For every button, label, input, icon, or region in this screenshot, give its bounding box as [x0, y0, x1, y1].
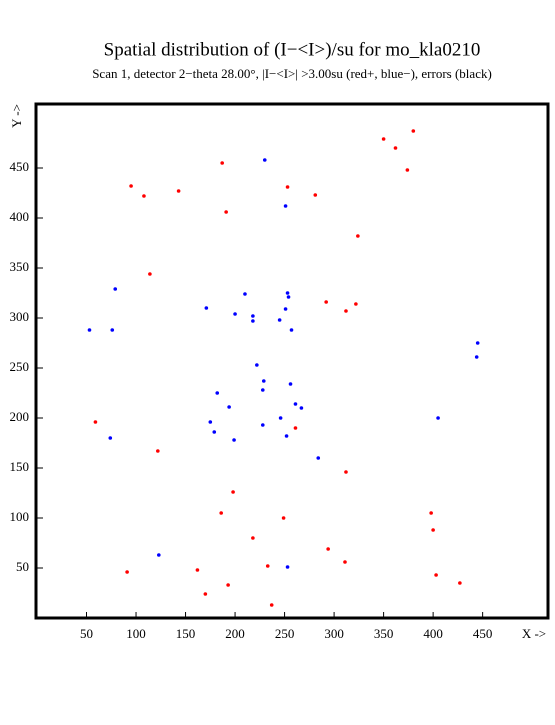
point: [204, 306, 209, 310]
x-tick-label: 400: [423, 626, 443, 641]
point: [208, 420, 213, 424]
point: [434, 573, 438, 577]
y-tick-label: 50: [16, 559, 29, 574]
point: [255, 363, 259, 367]
y-axis-label: Y ->: [9, 104, 24, 128]
x-tick-label: 50: [80, 626, 93, 641]
point: [475, 341, 480, 345]
point: [231, 490, 235, 494]
point: [125, 570, 129, 574]
chart-title: Spatial distribution of (I−<I>)/su for m…: [104, 39, 481, 60]
x-axis-label: X ->: [522, 626, 546, 641]
x-tick-label: 300: [324, 626, 344, 641]
point: [458, 581, 462, 585]
point: [326, 547, 330, 551]
y-tick-label: 200: [10, 409, 30, 424]
point: [212, 430, 217, 434]
point: [215, 391, 220, 395]
x-tick-label: 150: [176, 626, 196, 641]
x-tick-label: 350: [374, 626, 394, 641]
point: [293, 426, 298, 430]
point: [251, 319, 255, 323]
point: [260, 423, 265, 427]
point: [219, 511, 223, 515]
point: [176, 189, 181, 193]
point: [224, 210, 228, 214]
point: [226, 583, 230, 587]
point: [220, 161, 224, 165]
point: [436, 416, 440, 420]
point: [343, 560, 347, 564]
point: [265, 564, 270, 568]
point: [87, 328, 92, 332]
point: [429, 511, 433, 515]
point: [156, 449, 160, 453]
x-tick-label: 100: [126, 626, 146, 641]
y-tick-label: 350: [10, 259, 30, 274]
y-tick-label: 400: [10, 209, 30, 224]
point: [283, 204, 288, 208]
point: [93, 420, 98, 424]
x-tick-label: 200: [225, 626, 245, 641]
point: [148, 272, 152, 276]
point: [278, 416, 283, 420]
point: [113, 287, 118, 291]
point: [283, 307, 288, 311]
point: [285, 565, 290, 569]
point: [344, 309, 348, 313]
y-tick-label: 450: [10, 159, 30, 174]
point: [289, 328, 294, 332]
point: [324, 300, 328, 304]
point: [251, 536, 255, 540]
y-tick-label: 100: [10, 509, 30, 524]
chart-subtitle: Scan 1, detector 2−theta 28.00°, |I−<I>|…: [92, 66, 492, 81]
point: [316, 456, 321, 460]
point: [277, 318, 282, 322]
point: [243, 292, 247, 296]
y-tick-label: 300: [10, 309, 30, 324]
point: [261, 379, 266, 383]
point: [356, 234, 360, 238]
point: [195, 568, 200, 572]
point: [411, 129, 416, 133]
point: [286, 295, 291, 299]
point: [203, 592, 208, 596]
point: [110, 328, 115, 332]
point: [157, 553, 161, 557]
x-tick-label: 250: [275, 626, 295, 641]
point: [260, 388, 265, 392]
point: [474, 355, 479, 359]
y-tick-label: 250: [10, 359, 30, 374]
point: [288, 382, 293, 386]
point: [142, 194, 146, 198]
point: [313, 193, 318, 197]
point: [405, 168, 410, 172]
point: [281, 516, 286, 520]
point: [293, 402, 298, 406]
y-tick-label: 150: [10, 459, 30, 474]
point: [285, 185, 290, 189]
x-tick-label: 450: [473, 626, 493, 641]
point: [431, 528, 435, 532]
point: [381, 137, 386, 141]
point: [354, 302, 358, 306]
point: [108, 436, 113, 440]
plot-frame: [34, 102, 550, 620]
point: [269, 603, 274, 607]
point: [262, 158, 267, 162]
point: [299, 406, 304, 410]
point: [129, 184, 133, 188]
point: [233, 312, 237, 316]
point: [251, 314, 255, 318]
point: [285, 291, 290, 295]
point: [284, 434, 289, 438]
point: [232, 438, 236, 442]
point: [227, 405, 231, 409]
point: [393, 146, 398, 150]
point: [344, 470, 348, 474]
